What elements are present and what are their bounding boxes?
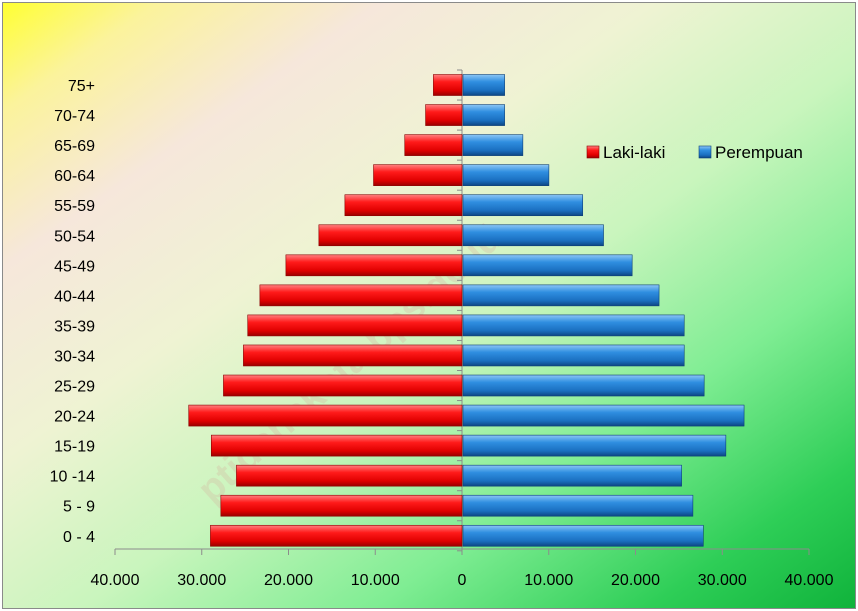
x-tick-label: 20.000 [264,572,313,589]
y-tick-label: 35-39 [54,318,95,335]
y-tick-label: 15-19 [54,439,95,456]
y-tick-label: 50-54 [54,228,95,245]
bar-perempuan-55-59 [462,194,584,217]
x-tick-label: 0 [458,572,467,589]
bar-laki-laki-50-54 [318,224,463,247]
bar-perempuan-45-49 [462,254,633,277]
bar-perempuan-65-69 [462,134,524,156]
bar-laki-laki-25-29 [223,374,463,397]
bar-perempuan-70-74 [462,104,505,126]
x-tick-label: 10.000 [524,572,573,589]
bar-laki-laki-65-69 [404,134,463,156]
y-tick-label: 10 -14 [50,469,95,486]
bar-laki-laki-5-9 [220,494,463,517]
x-tick-label: 40.000 [785,572,834,589]
bar-laki-laki-75+ [433,74,463,96]
x-tick-label: 10.000 [351,572,400,589]
bar-perempuan-15-19 [462,434,727,457]
y-tick-label: 30-34 [54,348,95,365]
legend-swatch-perempuan [698,145,712,159]
y-tick-label: 25-29 [54,379,95,396]
bar-perempuan-25-29 [462,374,705,397]
bar-laki-laki-40-44 [259,284,463,307]
bar-laki-laki-70-74 [425,104,463,126]
bars [188,74,745,547]
y-tick-label: 70-74 [54,108,95,125]
y-tick-label: 5 - 9 [63,499,95,516]
y-tick-label: 75+ [68,78,95,95]
y-tick-label: 0 - 4 [63,529,95,546]
legend-swatch-laki-laki [586,145,600,159]
bar-laki-laki-20-24 [188,404,463,427]
bar-perempuan-40-44 [462,284,660,307]
bar-perempuan-50-54 [462,224,604,247]
bar-laki-laki-35-39 [247,314,463,337]
y-tick-label: 40-44 [54,288,95,305]
bar-perempuan-10-14 [462,464,682,487]
bar-perempuan-0-4 [462,524,704,547]
legend-label-perempuan: Perempuan [715,143,803,162]
bar-perempuan-30-34 [462,344,685,367]
bar-laki-laki-30-34 [243,344,463,367]
bar-laki-laki-0-4 [210,524,463,547]
bar-laki-laki-60-64 [373,164,463,186]
bar-laki-laki-15-19 [210,434,463,457]
bar-laki-laki-45-49 [285,254,463,277]
bar-laki-laki-10-14 [236,464,463,487]
x-tick-label: 40.000 [91,572,140,589]
bar-perempuan-75+ [462,74,505,96]
population-pyramid-chart: ptidanakota.bps.go.id 0 - 45 - 910 -1415… [50,69,834,589]
y-axis-labels: 0 - 4 5 - 9 10 -14 15-19 20-24 25-29 30-34 35-3… [50,78,95,546]
bar-perempuan-35-39 [462,314,685,337]
x-tick-label: 30.000 [698,572,747,589]
bar-laki-laki-55-59 [344,194,463,217]
y-tick-label: 20-24 [54,409,95,426]
x-tick-label: 20.000 [611,572,660,589]
bar-perempuan-5-9 [462,494,694,517]
y-tick-label: 60-64 [54,168,95,185]
y-tick-label: 55-59 [54,198,95,215]
bar-perempuan-60-64 [462,164,550,186]
y-tick-label: 65-69 [54,138,95,155]
x-axis-labels: 40.000 30.000 20.000 10.000 0 10.000 20.000 30.… [91,572,834,589]
x-tick-label: 30.000 [177,572,226,589]
y-tick-label: 45-49 [54,258,95,275]
legend: Laki-laki Perempuan [586,143,803,162]
legend-label-laki-laki: Laki-laki [603,143,665,162]
bar-perempuan-20-24 [462,404,745,427]
